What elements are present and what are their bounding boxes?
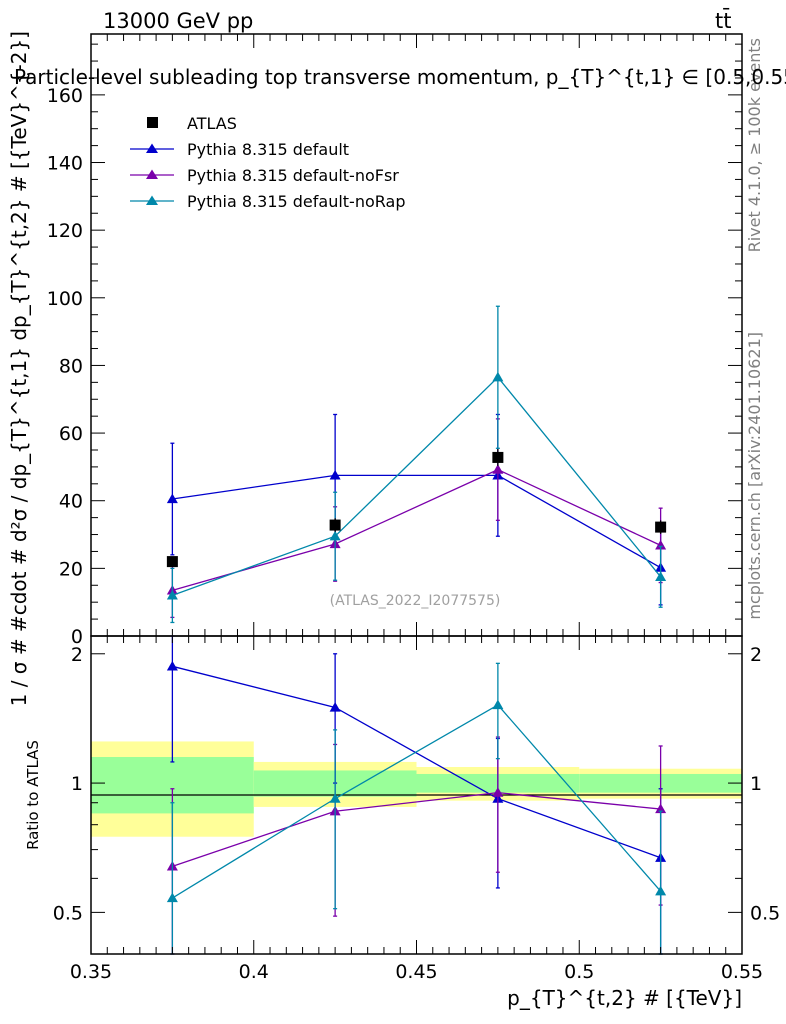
y-tick-label: 40 (59, 491, 83, 513)
ratio-point-2 (329, 793, 341, 803)
rivet-version-label: Rivet 4.1.0, ≥ 100k events (745, 38, 764, 252)
series-line-2 (172, 376, 662, 597)
x-tick-label: 0.45 (395, 961, 437, 983)
ratio-panel: 0.5 0.5 1 1 2 2 0.35 0.4 0.45 0.5 0.55 Ratio to A… (24, 34, 780, 1010)
analysis-watermark: (ATLAS_2022_I2077575) (330, 593, 501, 609)
x-tick-label: 0.4 (239, 961, 269, 983)
ratio-y-axis-label: Ratio to ATLAS (24, 740, 42, 850)
main-panel: 0 20 40 60 80 100 120 140 160 (ATLAS_2022_I20775… (7, 31, 786, 706)
energy-label: 13000 GeV pp (103, 9, 253, 33)
series-point-2 (329, 530, 341, 541)
ratio-point-1 (492, 787, 504, 797)
x-axis: 0.35 0.4 0.45 0.5 0.55 (70, 34, 763, 983)
y-tick-label: 0 (71, 626, 83, 648)
ratio-line-2 (172, 704, 662, 899)
y-axis-label: 1 / σ # #cdot # d²σ / dp_{T}^{t,1} dp_{T… (7, 31, 31, 706)
x-tick-label: 0.55 (721, 961, 763, 983)
y-tick-label: 160 (47, 85, 83, 107)
main-series-layer (166, 305, 667, 624)
y-tick-label: 140 (47, 153, 83, 175)
legend-default-marker (146, 143, 158, 153)
chart-title: Particle-level subleading top transverse… (14, 65, 786, 89)
x-tick-label: 0.5 (564, 961, 594, 983)
main-y-axis: 0 20 40 60 80 100 120 140 160 (47, 43, 742, 648)
y-tick-label: 100 (47, 288, 83, 310)
ratio-tick-label: 2 (71, 644, 83, 666)
legend: ATLAS Pythia 8.315 default Pythia 8.315 … (130, 114, 405, 211)
ratio-point-2 (166, 892, 178, 903)
ratio-tick-label: 1 (71, 773, 83, 795)
y-tick-label: 60 (59, 423, 83, 445)
legend-default: Pythia 8.315 default (130, 140, 349, 159)
ratio-point-0 (166, 660, 178, 671)
ratio-point-0 (329, 701, 341, 712)
ratio-y-axis: 0.5 0.5 1 1 2 2 (53, 644, 780, 925)
series-point-2 (492, 371, 504, 382)
series-line-0 (172, 474, 661, 569)
ratio-uncertainty-bands (91, 741, 742, 837)
ratio-tick-label-right: 0.5 (750, 902, 780, 924)
atlas-point (166, 556, 178, 568)
ratio-point-1 (655, 803, 667, 814)
atlas-point (329, 519, 341, 531)
ratio-line-0 (172, 665, 661, 859)
legend-nofsr-marker (146, 169, 158, 179)
legend-default-label: Pythia 8.315 default (187, 140, 349, 159)
ratio-line-1 (172, 791, 661, 867)
legend-atlas-label: ATLAS (187, 114, 237, 133)
ratio-tick-label-right: 1 (750, 773, 762, 795)
y-tick-label: 120 (47, 220, 83, 242)
process-label: tt̄ (715, 8, 731, 33)
ratio-point-2 (492, 699, 504, 710)
legend-nofsr-label: Pythia 8.315 default-noFsr (187, 166, 399, 185)
legend-norap: Pythia 8.315 default-noRap (130, 192, 405, 211)
atlas-point (655, 521, 667, 533)
x-axis-label: p_{T}^{t,2} # [{TeV}] (507, 986, 742, 1010)
ratio-series-layer (166, 635, 667, 955)
mcplots-label: mcplots.cern.ch [arXiv:2401.10621] (745, 332, 764, 620)
y-tick-label: 80 (59, 355, 83, 377)
legend-norap-marker (146, 195, 158, 205)
x-tick-label: 0.35 (70, 961, 112, 983)
series-line-1 (172, 468, 661, 591)
series-point-2 (655, 571, 667, 581)
series-point-0 (166, 493, 178, 504)
ratio-tick-label: 0.5 (53, 902, 83, 924)
legend-nofsr: Pythia 8.315 default-noFsr (130, 166, 399, 185)
ratio-point-2 (655, 885, 667, 896)
series-point-2 (166, 589, 178, 600)
atlas-point (492, 451, 504, 463)
series-point-1 (655, 539, 667, 550)
legend-atlas-marker (147, 117, 158, 128)
series-point-0 (329, 469, 341, 480)
ratio-tick-label-right: 2 (750, 644, 762, 666)
series-point-1 (492, 464, 504, 474)
legend-norap-label: Pythia 8.315 default-noRap (187, 192, 405, 211)
y-tick-label: 20 (59, 558, 83, 580)
